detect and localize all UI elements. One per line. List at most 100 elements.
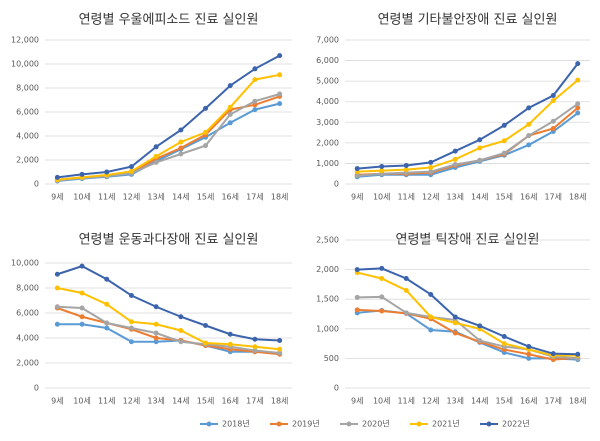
data-point [277, 346, 283, 352]
data-point [79, 290, 85, 296]
y-tick-label: 6,000 [316, 56, 339, 65]
data-point [452, 314, 458, 320]
data-point [128, 164, 134, 170]
data-point [104, 320, 110, 326]
x-tick-label: 12세 [422, 397, 440, 406]
data-point [203, 129, 209, 135]
data-point [428, 291, 434, 297]
x-tick-label: 11세 [397, 397, 415, 406]
chart-title: 연령별 기타불안장애 진료 실인원 [378, 13, 558, 28]
data-point [277, 91, 283, 97]
data-point [428, 314, 434, 320]
x-tick-label: 14세 [471, 397, 489, 406]
legend-marker [346, 421, 352, 427]
y-tick-label: 10,000 [11, 259, 39, 268]
data-point [526, 133, 532, 139]
data-point [379, 308, 385, 314]
y-tick-label: 2,000 [16, 359, 39, 368]
data-point [403, 275, 409, 281]
data-point [128, 319, 134, 325]
data-point [379, 275, 385, 281]
x-tick-label: 10세 [73, 193, 91, 202]
data-point [526, 351, 532, 357]
data-point [203, 340, 209, 346]
data-point [104, 301, 110, 307]
data-point [550, 351, 556, 357]
y-tick-label: 1,000 [316, 159, 339, 168]
y-tick-label: 7,000 [316, 36, 339, 45]
series-line [357, 295, 578, 360]
data-point [54, 304, 60, 310]
data-point [477, 157, 483, 163]
chart-title: 연령별 운동과다장애 진료 실인원 [79, 233, 259, 248]
x-tick-label: 15세 [495, 397, 513, 406]
data-point [477, 338, 483, 344]
x-tick-label: 17세 [544, 193, 562, 202]
x-tick-label: 9세 [351, 193, 363, 202]
x-tick-label: 16세 [221, 397, 239, 406]
series-line [57, 323, 280, 354]
y-tick-label: 8,000 [16, 84, 39, 93]
data-point [452, 148, 458, 154]
data-point [452, 330, 458, 336]
x-tick-label: 13세 [147, 193, 165, 202]
x-tick-label: 13세 [147, 397, 165, 406]
data-point [54, 321, 60, 327]
series-line [57, 307, 280, 356]
y-tick-label: 1,000 [316, 324, 339, 333]
data-point [575, 351, 581, 357]
y-tick-label: 3,000 [316, 118, 339, 127]
data-point [277, 338, 283, 343]
data-point [501, 341, 507, 347]
y-tick-label: 6,000 [16, 309, 39, 318]
data-point [452, 156, 458, 162]
data-point [79, 314, 85, 320]
x-tick-label: 18세 [271, 397, 289, 406]
data-point [203, 323, 209, 328]
x-tick-label: 11세 [98, 193, 116, 202]
data-point [128, 339, 134, 345]
data-point [178, 145, 184, 151]
data-point [277, 53, 283, 59]
data-point [379, 168, 385, 174]
y-tick-label: 2,000 [316, 138, 339, 147]
data-point [227, 83, 233, 89]
x-tick-label: 17세 [544, 397, 562, 406]
data-point [153, 144, 159, 150]
data-point [403, 287, 409, 293]
legend-marker [486, 421, 492, 427]
data-point [428, 327, 434, 333]
data-point [403, 167, 409, 173]
data-point [550, 125, 556, 131]
data-point [501, 150, 507, 156]
x-tick-label: 14세 [471, 193, 489, 202]
data-point [575, 105, 581, 111]
data-point [477, 137, 483, 143]
series-line [357, 308, 578, 361]
y-tick-label: 0 [34, 180, 39, 189]
legend-marker [416, 421, 422, 427]
x-tick-label: 16세 [520, 397, 538, 406]
x-tick-label: 18세 [569, 397, 587, 406]
data-point [252, 344, 258, 350]
data-point [252, 98, 258, 104]
data-point [354, 173, 360, 179]
data-point [277, 101, 283, 107]
data-point [526, 121, 532, 127]
data-point [277, 350, 283, 356]
series-line [57, 305, 280, 354]
legend-marker [276, 421, 282, 427]
legend-label: 2019년 [292, 419, 320, 429]
data-point [379, 294, 385, 300]
x-tick-label: 14세 [172, 193, 190, 202]
data-point [178, 339, 184, 345]
data-point [379, 265, 385, 271]
data-point [550, 93, 556, 99]
y-tick-label: 4,000 [16, 334, 39, 343]
series-line [357, 271, 578, 357]
y-tick-label: 4,000 [16, 132, 39, 141]
series-line [357, 79, 579, 173]
data-point [575, 101, 581, 107]
x-tick-label: 11세 [397, 193, 415, 202]
